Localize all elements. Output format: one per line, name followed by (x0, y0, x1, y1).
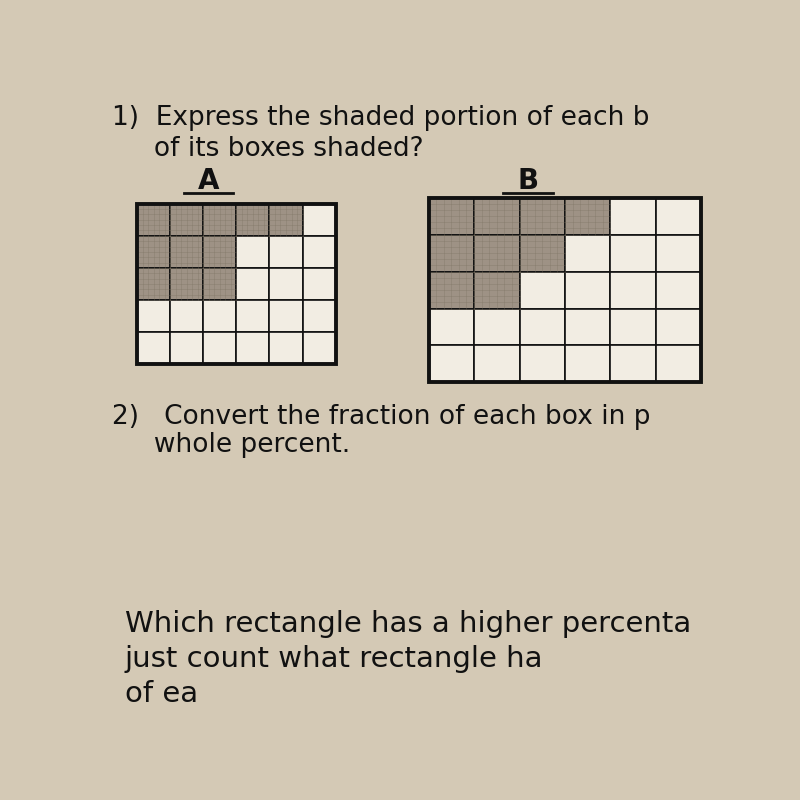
Bar (203, 268, 237, 300)
Bar (270, 300, 302, 332)
Bar (302, 268, 336, 300)
Bar (203, 204, 237, 236)
Bar (519, 271, 565, 309)
Bar (429, 346, 474, 382)
Bar (170, 332, 203, 364)
Bar (519, 234, 565, 271)
Bar (302, 236, 336, 268)
Text: Which rectangle has a higher percenta: Which rectangle has a higher percenta (125, 610, 691, 638)
Bar (656, 271, 702, 309)
Bar (429, 198, 474, 234)
Bar (429, 309, 474, 346)
Bar (429, 271, 474, 309)
Bar (138, 332, 170, 364)
Bar (429, 234, 474, 271)
Bar (302, 332, 336, 364)
Bar (474, 346, 519, 382)
Bar (610, 271, 656, 309)
Bar (474, 234, 519, 271)
Bar (138, 300, 170, 332)
Bar (474, 198, 519, 234)
Bar (565, 198, 610, 234)
Text: A: A (198, 167, 219, 195)
Bar (237, 268, 270, 300)
Text: B: B (518, 167, 538, 195)
Bar (270, 204, 302, 236)
Bar (610, 346, 656, 382)
Bar (656, 198, 702, 234)
Bar (302, 204, 336, 236)
Bar (138, 204, 336, 364)
Bar (610, 198, 656, 234)
Bar (610, 234, 656, 271)
Bar (656, 234, 702, 271)
Bar (203, 236, 237, 268)
Bar (170, 268, 203, 300)
Bar (237, 204, 270, 236)
Bar (474, 271, 519, 309)
Bar (565, 234, 610, 271)
Bar (170, 204, 203, 236)
Bar (519, 346, 565, 382)
Bar (270, 268, 302, 300)
Bar (170, 300, 203, 332)
Bar (203, 300, 237, 332)
Bar (302, 300, 336, 332)
Bar (237, 236, 270, 268)
Bar (519, 198, 565, 234)
Bar (474, 309, 519, 346)
Bar (138, 204, 170, 236)
Bar (270, 332, 302, 364)
Bar (237, 300, 270, 332)
Text: whole percent.: whole percent. (112, 432, 350, 458)
Bar (656, 346, 702, 382)
Bar (519, 309, 565, 346)
Bar (270, 236, 302, 268)
Bar (565, 346, 610, 382)
Text: of its boxes shaded?: of its boxes shaded? (112, 136, 424, 162)
Bar (237, 332, 270, 364)
Bar (138, 236, 170, 268)
Text: of ea: of ea (125, 680, 198, 708)
Bar (138, 268, 170, 300)
Text: just count what rectangle ha: just count what rectangle ha (125, 646, 543, 674)
Text: 1)  Express the shaded portion of each b: 1) Express the shaded portion of each b (112, 106, 650, 131)
Bar (203, 332, 237, 364)
Bar (610, 309, 656, 346)
Text: 2)   Convert the fraction of each box in p: 2) Convert the fraction of each box in p (112, 404, 651, 430)
Bar (170, 236, 203, 268)
Bar (656, 309, 702, 346)
Bar (429, 198, 702, 382)
Bar (565, 271, 610, 309)
Bar (565, 309, 610, 346)
